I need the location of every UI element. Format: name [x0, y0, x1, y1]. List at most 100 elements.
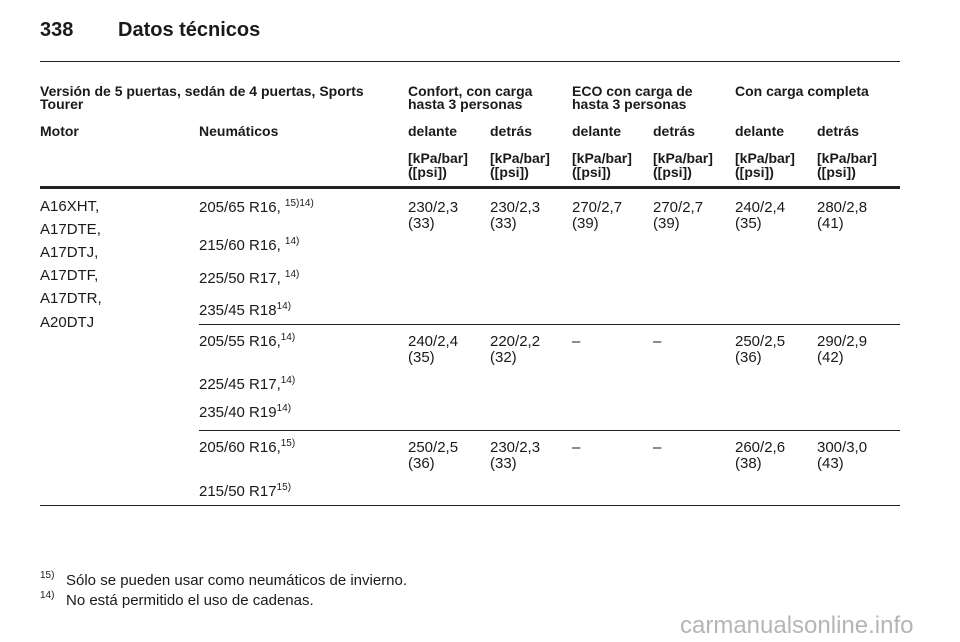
pressure-psi: (33) [490, 455, 517, 472]
rule [199, 430, 900, 431]
footnote-ref: 14) [284, 269, 300, 280]
page-title: Datos técnicos [118, 19, 261, 41]
column-header: delante [408, 123, 458, 139]
group-header: ECO con carga de hasta 3 personas [572, 83, 693, 112]
pressure: 300/3,0 [817, 439, 868, 456]
pressure-psi: (33) [490, 215, 517, 232]
footnote-ref: 15) [280, 438, 296, 449]
pressure: 230/2,3 [490, 439, 541, 456]
unit-psi: ([psi]) [653, 164, 692, 180]
footnote-text: No está permitido el uso de cadenas. [66, 592, 314, 609]
engine: A17DTR, [40, 290, 102, 307]
unit: [kPa/bar] [572, 150, 632, 166]
group-header: Confort, con carga hasta 3 personas [408, 83, 533, 112]
footnote-ref: 14) [284, 236, 300, 247]
engine: A20DTJ [40, 314, 95, 331]
footnote-mark: 15) [40, 570, 55, 581]
tire-size: 225/45 R17, [199, 376, 281, 393]
tire-size: 215/60 R16, [199, 237, 285, 254]
rule [40, 505, 900, 506]
pressure: – [653, 439, 662, 456]
pressure: – [653, 333, 662, 350]
rule [199, 324, 900, 325]
unit: [kPa/bar] [653, 150, 713, 166]
pressure-psi: (36) [408, 455, 435, 472]
pressure-psi: (32) [490, 349, 517, 366]
pressure-psi: (43) [817, 455, 844, 472]
unit-psi: ([psi]) [490, 164, 529, 180]
pressure: 240/2,4 [408, 333, 459, 350]
column-header: delante [735, 123, 785, 139]
rule [40, 186, 900, 189]
footnote-mark: 14) [40, 590, 55, 601]
column-header: detrás [653, 123, 696, 139]
pressure: 220/2,2 [490, 333, 541, 350]
engine: A17DTJ, [40, 244, 99, 261]
tire: 205/65 R16, 15)14) [199, 198, 314, 216]
pressure-psi: (39) [653, 215, 680, 232]
tire-size: 215/50 R17 [199, 483, 277, 500]
unit-psi: ([psi]) [408, 164, 447, 180]
tire: 205/60 R16,15) [199, 438, 296, 456]
footnote-ref: 14) [276, 403, 292, 414]
pressure-psi: (36) [735, 349, 762, 366]
tire: 225/50 R17, 14) [199, 269, 300, 287]
pressure-psi: (41) [817, 215, 844, 232]
column-header: detrás [490, 123, 533, 139]
page-number: 338 [40, 19, 74, 41]
pressure: 230/2,3 [490, 199, 541, 216]
footnote-ref: 14) [280, 332, 296, 343]
column-header: Motor [40, 123, 79, 139]
tire: 205/55 R16,14) [199, 332, 296, 350]
pressure: – [572, 439, 581, 456]
pressure: 260/2,6 [735, 439, 786, 456]
pressure-psi: (42) [817, 349, 844, 366]
unit-psi: ([psi]) [817, 164, 856, 180]
footnote-text: Sólo se pueden usar como neumáticos de i… [66, 572, 408, 589]
pressure: 270/2,7 [653, 199, 704, 216]
tire-size: 225/50 R17, [199, 270, 285, 287]
footnote-ref: 14) [276, 301, 292, 312]
column-header: Neumáticos [199, 123, 279, 139]
pressure: 250/2,5 [408, 439, 459, 456]
pressure-psi: (33) [408, 215, 435, 232]
pressure-psi: (35) [408, 349, 435, 366]
pressure: 240/2,4 [735, 199, 786, 216]
footnote-ref: 15) [276, 482, 292, 493]
pressure: – [572, 333, 581, 350]
engine: A16XHT, [40, 198, 100, 215]
pressure-psi: (38) [735, 455, 762, 472]
unit: [kPa/bar] [735, 150, 795, 166]
engine: A17DTF, [40, 267, 99, 284]
unit: [kPa/bar] [490, 150, 550, 166]
footnote-ref: 15)14) [284, 198, 314, 209]
unit-psi: ([psi]) [735, 164, 774, 180]
column-header: delante [572, 123, 622, 139]
tire: 215/60 R16, 14) [199, 236, 300, 254]
tire: 225/45 R17,14) [199, 375, 296, 393]
watermark: carmanualsonline.info [680, 612, 914, 639]
engine: A17DTE, [40, 221, 101, 238]
pressure: 280/2,8 [817, 199, 868, 216]
tire-size: 235/40 R19 [199, 404, 277, 421]
tire-size: 235/45 R18 [199, 302, 277, 319]
unit: [kPa/bar] [817, 150, 877, 166]
pressure: 290/2,9 [817, 333, 868, 350]
pressure-psi: (35) [735, 215, 762, 232]
tire: 235/45 R1814) [199, 301, 292, 319]
footnote-ref: 14) [280, 375, 296, 386]
group-header: Con carga completa [735, 83, 869, 99]
unit: [kPa/bar] [408, 150, 468, 166]
unit-psi: ([psi]) [572, 164, 611, 180]
pressure-psi: (39) [572, 215, 599, 232]
pressure: 270/2,7 [572, 199, 623, 216]
group-header: Versión de 5 puertas, sedán de 4 puertas… [40, 83, 364, 112]
rule [40, 61, 900, 62]
tire: 215/50 R1715) [199, 482, 292, 500]
tire-size: 205/55 R16, [199, 333, 281, 350]
tire-size: 205/65 R16, [199, 199, 285, 216]
pressure: 230/2,3 [408, 199, 459, 216]
column-header: detrás [817, 123, 860, 139]
tire: 235/40 R1914) [199, 403, 292, 421]
